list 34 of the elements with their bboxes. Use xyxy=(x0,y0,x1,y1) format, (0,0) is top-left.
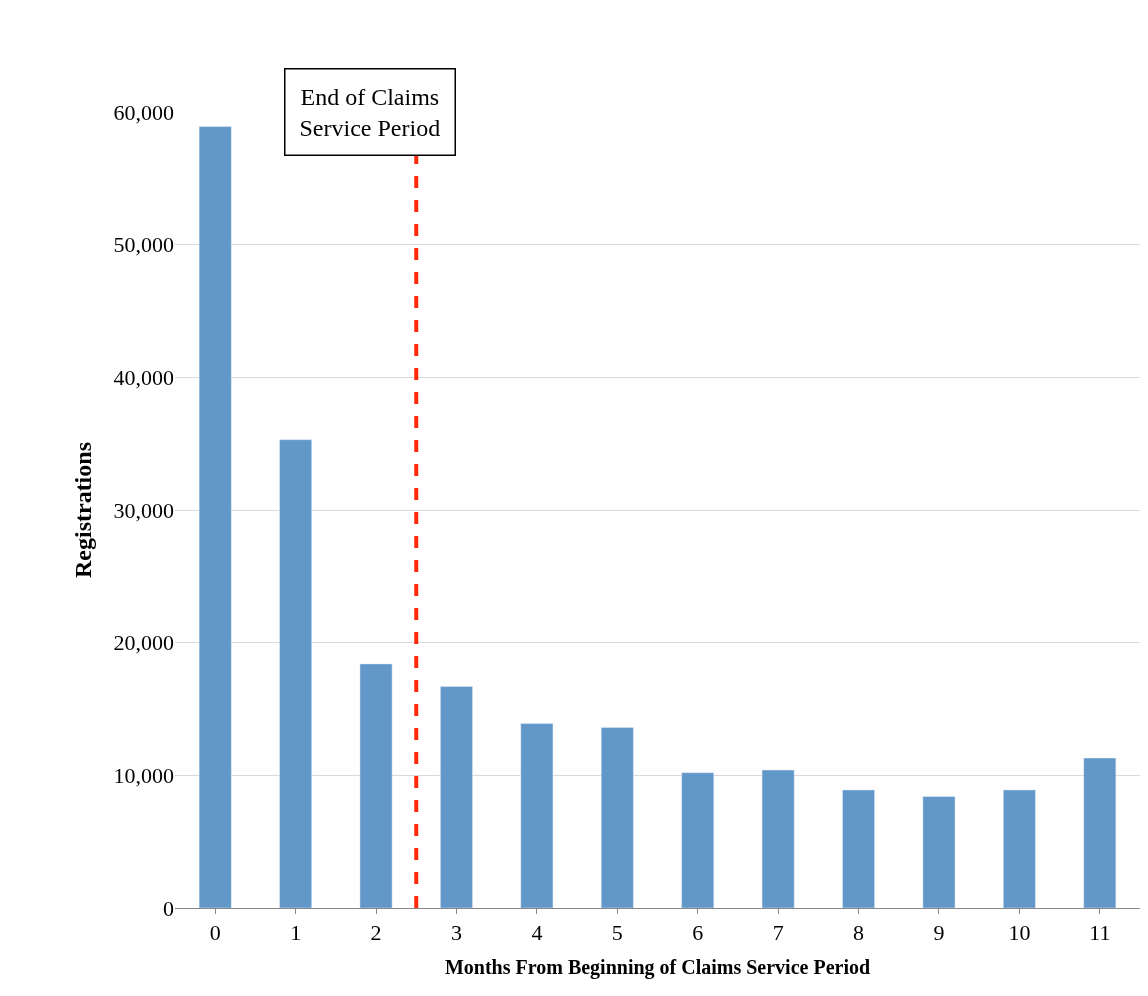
bar xyxy=(359,663,393,908)
bar xyxy=(1003,789,1036,908)
y-tick-label: 40,000 xyxy=(113,365,174,391)
x-tick-label: 6 xyxy=(692,920,704,946)
bar xyxy=(761,769,795,908)
x-tick-label: 5 xyxy=(611,920,623,946)
y-tick-label: 0 xyxy=(163,895,174,921)
bar xyxy=(440,686,473,908)
bar xyxy=(1083,757,1117,908)
y-tick-label: 10,000 xyxy=(113,763,174,789)
y-tick-label: 30,000 xyxy=(113,497,174,523)
bar xyxy=(842,789,875,908)
x-tick-label: 11 xyxy=(1089,920,1111,946)
bar xyxy=(600,727,634,908)
y-tick-label: 50,000 xyxy=(113,232,174,258)
bar xyxy=(922,796,956,908)
x-tick-label: 3 xyxy=(450,920,462,946)
x-tick-label: 4 xyxy=(531,920,543,946)
x-tick-label: 7 xyxy=(772,920,784,946)
bar xyxy=(520,723,554,908)
y-axis-title: Registrations xyxy=(69,442,96,578)
x-tick-label: 9 xyxy=(933,920,945,946)
bar xyxy=(279,439,312,908)
bar xyxy=(198,126,232,908)
ref-line-label: End of Claims Service Period xyxy=(299,83,441,141)
y-tick-label: 60,000 xyxy=(113,99,174,125)
x-axis-title: Months From Beginning of Claims Service Period xyxy=(444,955,871,979)
x-tick-label: 8 xyxy=(853,920,865,946)
x-tick-label: 1 xyxy=(290,920,302,946)
bar xyxy=(681,772,715,908)
y-tick-label: 20,000 xyxy=(113,630,174,656)
x-tick-label: 0 xyxy=(209,920,221,946)
x-tick-label: 2 xyxy=(370,920,382,946)
x-tick-label: 10 xyxy=(1008,920,1031,946)
